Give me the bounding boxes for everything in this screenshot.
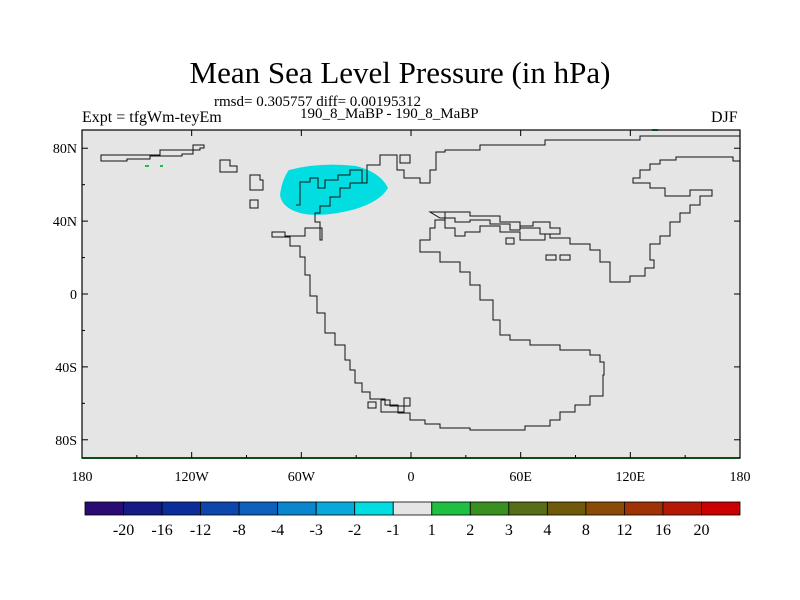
y-axis: 80N 40N 0 40S 80S (53, 142, 740, 449)
colorbar-label: -4 (271, 522, 284, 539)
colorbar-label: -3 (310, 522, 323, 539)
colorbar-label: -8 (232, 522, 245, 539)
colorbar-swatch (431, 501, 471, 516)
colorbar: -20 -16 -12 -8 -4 -3 -2 -1 1 2 3 4 8 12 16 20 (84, 501, 741, 539)
colorbar-label: 3 (505, 522, 513, 539)
colorbar-swatch (161, 501, 201, 516)
island-greenland (219, 159, 238, 173)
colorbar-label: 2 (466, 522, 474, 539)
colorbar-swatch (392, 501, 433, 516)
x-tick-label: 60W (288, 470, 316, 485)
x-tick-label: 180 (730, 470, 751, 485)
colorbar-swatch (469, 501, 510, 516)
x-tick-label: 0 (408, 470, 415, 485)
colorbar-swatch (123, 501, 163, 516)
pressure-anomaly-region (280, 164, 388, 215)
x-axis: 180 120W 60W 0 60E 120E 180 (72, 130, 751, 485)
continent-outlines (100, 135, 741, 431)
colorbar-swatch (546, 501, 587, 516)
chart-title: Mean Sea Level Pressure (in hPa) (189, 55, 611, 90)
colorbar-swatch (84, 501, 124, 516)
colorbar-label: 4 (543, 522, 551, 539)
x-tick-label: 180 (72, 470, 93, 485)
island-small-3 (399, 154, 411, 164)
colorbar-swatch (508, 501, 548, 516)
colorbar-swatch (238, 501, 279, 516)
y-tick-label: 0 (70, 288, 77, 303)
island-small-7 (367, 401, 377, 409)
colorbar-label: -20 (113, 522, 134, 539)
y-tick-label: 40S (55, 361, 77, 376)
x-tick-label: 120W (175, 470, 210, 485)
colorbar-swatch (200, 501, 240, 516)
colorbar-label: 12 (616, 522, 632, 539)
colorbar-swatch (315, 501, 356, 516)
y-tick-label: 40N (53, 215, 77, 230)
colorbar-swatch (624, 501, 664, 516)
colorbar-swatch (701, 501, 741, 516)
comparison-label: 190_8_MaBP - 190_8_MaBP (300, 106, 479, 122)
island-small-1 (249, 174, 264, 191)
plot-area (82, 130, 740, 458)
colorbar-swatch (277, 501, 317, 516)
colorbar-label: 1 (428, 522, 436, 539)
coastline-north (100, 144, 205, 162)
colorbar-swatch (662, 501, 702, 516)
stats-line: rmsd= 0.305757 diff= 0.00195312 (214, 94, 422, 110)
colorbar-label: 20 (693, 522, 709, 539)
colorbar-label: 16 (655, 522, 671, 539)
colorbar-swatch (354, 501, 394, 516)
coastline-laurasia (271, 135, 741, 431)
island-small-5 (545, 254, 557, 261)
y-tick-label: 80S (55, 434, 77, 449)
island-small-8 (380, 397, 411, 413)
coastline-west (296, 169, 363, 206)
island-small-4 (505, 237, 515, 245)
colorbar-label: 8 (582, 522, 590, 539)
y-tick-label: 80N (53, 142, 77, 157)
colorbar-label: -1 (387, 522, 400, 539)
colorbar-label: -12 (190, 522, 211, 539)
colorbar-label: -2 (348, 522, 361, 539)
x-tick-label: 60E (509, 470, 532, 485)
season-label: DJF (711, 109, 738, 126)
colorbar-label: -16 (151, 522, 172, 539)
x-tick-label: 120E (616, 470, 646, 485)
colorbar-swatch (585, 501, 625, 516)
coastline-interior-asia (428, 211, 561, 241)
experiment-label: Expt = tfgWm-teyEm (82, 109, 222, 126)
island-small-6 (559, 254, 571, 261)
island-small-2 (249, 199, 259, 209)
